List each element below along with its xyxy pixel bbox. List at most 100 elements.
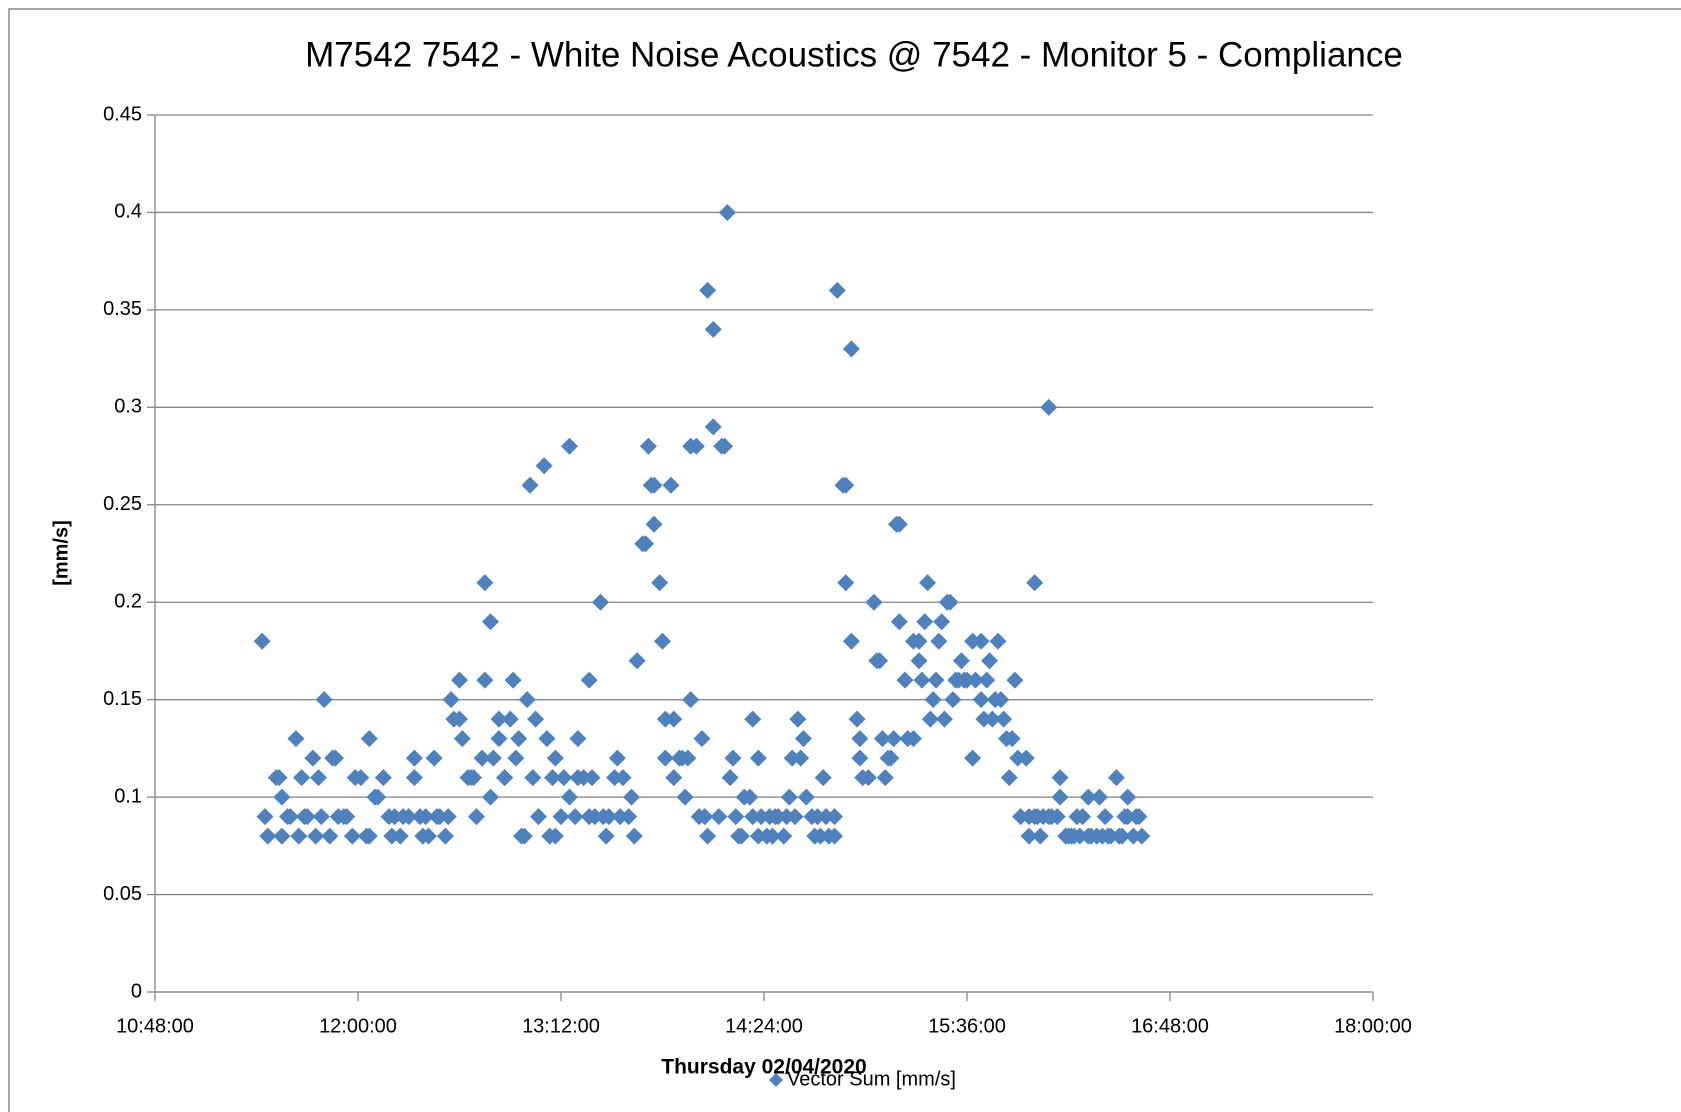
data-point — [989, 632, 1007, 650]
data-point — [952, 652, 970, 670]
data-point — [687, 437, 705, 455]
data-point — [1096, 808, 1114, 826]
data-point — [848, 710, 866, 728]
data-point — [763, 827, 781, 845]
data-point — [273, 788, 291, 806]
data-point — [287, 730, 305, 748]
data-point — [941, 593, 959, 611]
data-point — [360, 827, 378, 845]
data-point — [916, 613, 934, 631]
data-point — [718, 203, 736, 221]
data-point — [1017, 749, 1035, 767]
data-point — [544, 769, 562, 787]
data-point — [620, 808, 638, 826]
data-point — [614, 769, 632, 787]
x-tick-label: 13:12:00 — [522, 1015, 600, 1037]
data-point — [910, 632, 928, 650]
data-point — [786, 808, 804, 826]
data-point — [665, 769, 683, 787]
y-tick-label: 0 — [131, 980, 142, 1002]
data-point — [662, 476, 680, 494]
data-point — [1040, 398, 1058, 416]
data-point — [374, 769, 392, 787]
data-point — [780, 788, 798, 806]
data-point — [369, 788, 387, 806]
data-point — [797, 788, 815, 806]
data-point — [679, 749, 697, 767]
data-point — [1006, 671, 1024, 689]
legend-marker — [769, 1073, 783, 1087]
x-tick-label: 16:48:00 — [1131, 1015, 1209, 1037]
data-point — [555, 769, 573, 787]
data-point — [538, 730, 556, 748]
data-point — [293, 769, 311, 787]
data-point — [569, 730, 587, 748]
y-tick-label: 0.05 — [103, 883, 142, 905]
data-point — [924, 691, 942, 709]
data-point — [507, 749, 525, 767]
data-point — [343, 827, 361, 845]
data-point — [496, 769, 514, 787]
data-point — [654, 632, 671, 650]
data-point — [560, 437, 578, 455]
x-tick-label: 12:00:00 — [319, 1015, 397, 1037]
data-point — [724, 749, 742, 767]
data-point — [1031, 827, 1049, 845]
data-point — [645, 476, 663, 494]
data-point — [749, 749, 767, 767]
data-point — [1079, 788, 1097, 806]
data-point — [699, 827, 717, 845]
data-point — [304, 749, 322, 767]
data-point — [281, 808, 299, 826]
data-point — [792, 749, 810, 767]
data-point — [515, 827, 533, 845]
data-point — [1119, 788, 1137, 806]
data-point — [639, 437, 657, 455]
data-point — [837, 476, 855, 494]
data-point — [1000, 769, 1018, 787]
data-point — [837, 574, 855, 592]
data-point — [439, 808, 457, 826]
data-point — [473, 749, 491, 767]
data-point — [1051, 769, 1069, 787]
data-point — [546, 749, 564, 767]
data-point — [814, 769, 832, 787]
data-point — [310, 769, 328, 787]
data-point — [1133, 827, 1151, 845]
data-point — [871, 652, 889, 670]
data-point — [927, 671, 945, 689]
data-point — [744, 710, 762, 728]
data-point — [651, 574, 669, 592]
data-point — [290, 827, 308, 845]
data-point — [896, 671, 914, 689]
data-point — [256, 808, 274, 826]
data-point — [882, 749, 900, 767]
data-point — [851, 730, 869, 748]
x-axis-label: Thursday 02/04/2020 — [661, 1056, 866, 1079]
data-point — [699, 281, 717, 299]
data-point — [524, 769, 542, 787]
data-point — [721, 769, 739, 787]
data-point — [919, 574, 937, 592]
data-point — [693, 730, 711, 748]
data-point — [405, 749, 423, 767]
data-point — [944, 691, 962, 709]
data-point — [904, 730, 922, 748]
data-point — [978, 671, 996, 689]
data-point — [529, 808, 547, 826]
data-point — [1107, 769, 1125, 787]
data-point — [1048, 808, 1066, 826]
data-point — [504, 671, 522, 689]
data-point — [935, 710, 953, 728]
data-point — [527, 710, 545, 728]
data-point — [360, 730, 378, 748]
x-tick-label: 14:24:00 — [725, 1015, 803, 1037]
y-tick-label: 0.25 — [103, 493, 142, 515]
data-point — [710, 808, 728, 826]
data-point — [580, 671, 598, 689]
data-point — [253, 632, 271, 650]
data-point — [628, 652, 646, 670]
data-point — [625, 827, 643, 845]
data-point — [972, 632, 990, 650]
data-point — [873, 730, 891, 748]
